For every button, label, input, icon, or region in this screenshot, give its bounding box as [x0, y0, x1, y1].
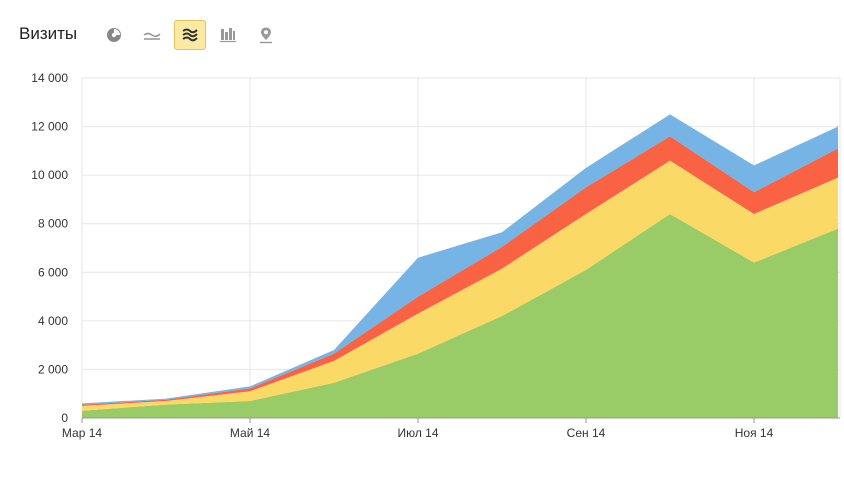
y-tick-label: 12 000	[31, 120, 68, 134]
x-tick-label: Сен 14	[567, 426, 606, 440]
stacked-area-icon	[182, 28, 198, 42]
y-tick-label: 14 000	[31, 71, 68, 85]
tick-labels: 0 2 000 4 000 6 000 8 000 10 000 12 000 14 000 М…	[31, 71, 773, 440]
stacked-area-view-button[interactable]	[174, 20, 206, 50]
y-tick-label: 2 000	[38, 362, 68, 376]
bar-chart-view-button[interactable]	[212, 20, 244, 50]
x-tick-label: Июл 14	[397, 426, 438, 440]
y-tick-label: 0	[61, 411, 68, 425]
x-tick-label: Мар 14	[62, 426, 102, 440]
map-view-button[interactable]	[250, 20, 282, 50]
x-tick-label: Май 14	[230, 426, 271, 440]
axes	[81, 417, 840, 423]
pie-chart-view-button[interactable]	[98, 20, 130, 50]
y-tick-label: 10 000	[31, 168, 68, 182]
area-series-1[interactable]	[82, 214, 838, 418]
x-tick-label: Ноя 14	[735, 426, 774, 440]
chart-view-toolbar	[98, 20, 282, 50]
area-series-2[interactable]	[82, 160, 838, 411]
y-tick-label: 4 000	[38, 314, 68, 328]
pie-chart-icon	[107, 28, 121, 42]
line-chart-icon	[143, 32, 161, 40]
map-pin-icon	[260, 27, 272, 44]
line-chart-view-button[interactable]	[136, 20, 168, 50]
area-series-4[interactable]	[82, 114, 838, 405]
y-tick-label: 8 000	[38, 217, 68, 231]
y-tick-label: 6 000	[38, 265, 68, 279]
page-title: Визиты	[19, 24, 78, 43]
area-series	[82, 114, 838, 418]
bar-chart-icon	[220, 28, 236, 43]
